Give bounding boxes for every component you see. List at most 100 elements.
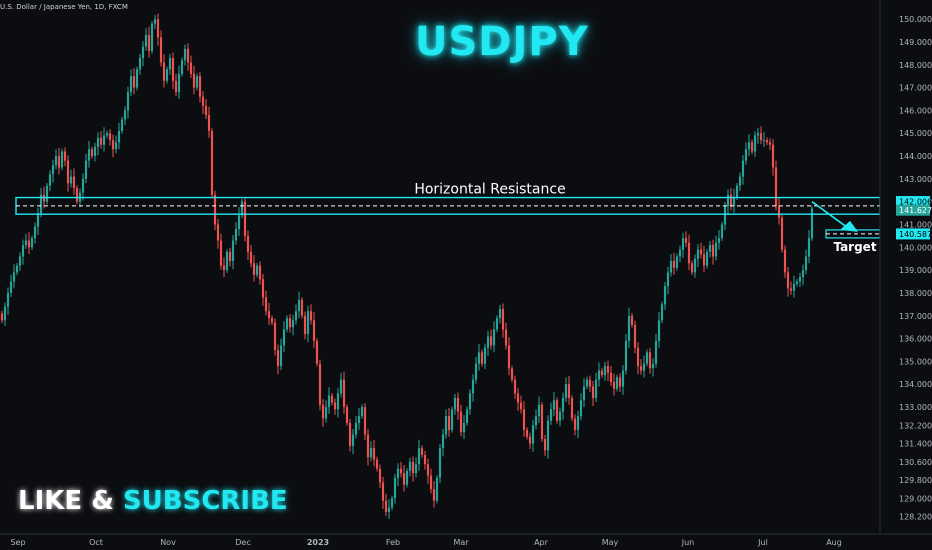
candle-body [441, 434, 445, 449]
candle [30, 235, 34, 251]
candle [69, 169, 73, 188]
candle [219, 233, 223, 270]
candle [330, 392, 334, 406]
candle [111, 134, 115, 158]
price-tick-label: 147.000 [899, 84, 932, 93]
time-tick-label: Jun [681, 538, 695, 547]
candle-body [399, 468, 403, 474]
candle [486, 330, 490, 356]
candle-body [756, 133, 760, 136]
time-tick-label: 2023 [307, 538, 329, 547]
price-tick-label: 149.000 [899, 38, 932, 47]
candle-body [180, 60, 184, 74]
candle-body [126, 92, 130, 111]
target-label: Target [833, 240, 876, 254]
candle-body [516, 393, 520, 403]
candle-body [645, 352, 649, 364]
candle [0, 310, 4, 324]
candle [678, 245, 682, 262]
candle [33, 222, 37, 244]
candle [204, 98, 208, 120]
candle-body [582, 386, 586, 401]
candle [315, 338, 319, 367]
candle [150, 20, 154, 54]
candle-body [228, 251, 232, 262]
candle [375, 456, 379, 472]
candle [378, 464, 382, 488]
candle [81, 173, 85, 201]
candle-body [384, 500, 388, 513]
candle [333, 398, 337, 415]
candle-body [459, 411, 463, 433]
candle-body [693, 258, 697, 273]
candle-body [669, 261, 673, 273]
candle-body [123, 110, 127, 120]
candle-body [375, 459, 379, 469]
candle-body [18, 256, 22, 266]
candle [12, 264, 16, 289]
candle-body [276, 350, 280, 366]
candle-body [21, 245, 25, 257]
candle [642, 355, 646, 378]
candle-body [477, 352, 481, 364]
candle [786, 266, 790, 297]
candle-body [294, 311, 298, 321]
candle-body [150, 23, 154, 52]
candle [183, 44, 187, 66]
candle [18, 252, 22, 272]
candle-body [483, 347, 487, 364]
candle [759, 126, 763, 145]
candle-body [672, 261, 676, 268]
candle-body [474, 363, 478, 380]
candle [762, 131, 766, 147]
candle-body [321, 404, 325, 419]
candle [396, 463, 400, 487]
candle-body [306, 311, 310, 335]
candle [510, 365, 514, 383]
time-axis[interactable]: Sep Oct Nov Dec 2023 Feb Mar Apr May Jun Jul Aug [0, 533, 932, 547]
candle-body [345, 407, 349, 424]
candle [594, 372, 598, 403]
candle-body [207, 114, 211, 131]
candle [57, 147, 61, 175]
candle [579, 393, 583, 421]
candle [666, 266, 670, 295]
candle-body [585, 379, 589, 387]
candle-body [354, 423, 358, 435]
price-tick-label: 140.000 [899, 243, 932, 252]
candle [507, 337, 511, 376]
candle-body [702, 254, 706, 266]
candle [87, 140, 91, 168]
time-tick-label: May [602, 538, 619, 547]
candle [201, 91, 205, 115]
candle [573, 414, 577, 436]
candle [690, 260, 694, 276]
candle-body [768, 142, 772, 145]
candle-body [33, 226, 37, 239]
resistance-label: Horizontal Resistance [414, 182, 565, 198]
candle [648, 348, 652, 374]
candle [345, 404, 349, 426]
candle-body [438, 448, 442, 478]
candle-body [336, 393, 340, 410]
candle-body [300, 299, 304, 316]
candle [225, 249, 229, 273]
price-tick-label: 131.400 [899, 440, 932, 449]
candle [522, 401, 526, 437]
candle [36, 207, 40, 235]
candle-body [60, 151, 64, 168]
candle-body [54, 156, 58, 166]
candle-body [495, 318, 499, 330]
candle [687, 234, 691, 271]
candle-body [120, 119, 124, 131]
candle [120, 116, 124, 134]
candle-body [741, 160, 745, 177]
candle [564, 377, 568, 403]
candle [228, 247, 232, 267]
price-axis[interactable]: 150.000 149.000 148.000 147.000 146.000 145.0… [879, 0, 932, 550]
candle-body [435, 477, 439, 501]
candle [669, 254, 673, 277]
candle [708, 240, 712, 258]
candle [585, 376, 589, 390]
